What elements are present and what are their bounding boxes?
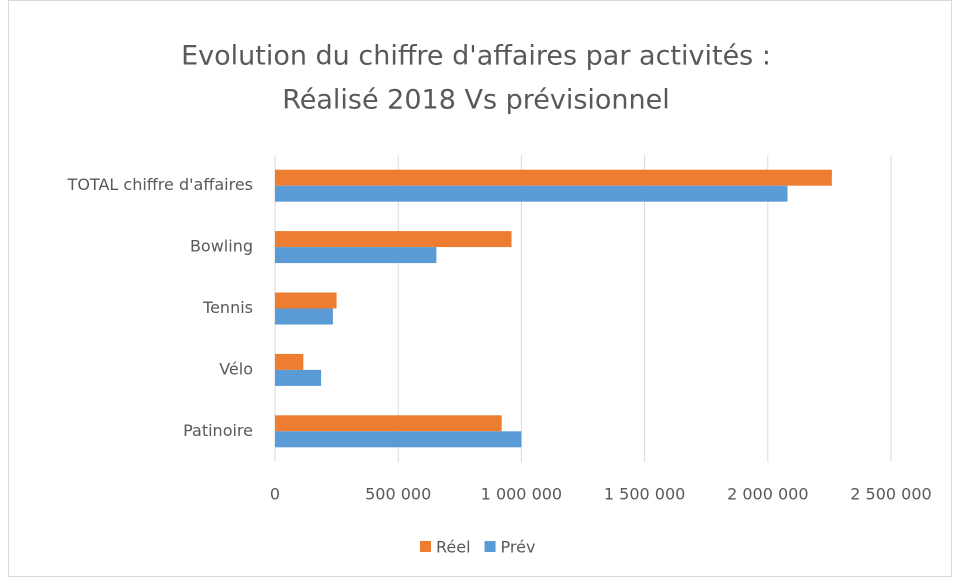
bar [275,415,502,432]
chart-title: Evolution du chiffre d'affaires par acti… [181,41,771,72]
chart-frame [8,0,952,577]
bar [275,369,322,386]
chart-title: Réalisé 2018 Vs prévisionnel [282,85,670,116]
y-tick-label: Tennis [202,298,253,317]
bar [275,431,522,448]
y-tick-label: Bowling [190,237,253,256]
bar [275,169,832,186]
legend-swatch [484,541,496,552]
bar [275,231,512,248]
x-tick-label: 2 000 000 [727,485,808,504]
bar [275,247,437,264]
legend-label: Réel [436,538,471,557]
bar [275,308,333,325]
y-tick-label: Vélo [219,359,253,378]
x-tick-label: 2 500 000 [850,485,931,504]
legend-label: Prév [501,538,536,557]
x-tick-label: 1 500 000 [604,485,685,504]
bar [275,185,788,202]
y-tick-label: Patinoire [183,421,253,440]
y-tick-label: TOTAL chiffre d'affaires [67,175,253,194]
legend-swatch [420,541,431,552]
bar [275,292,337,309]
x-tick-label: 0 [270,485,280,504]
x-tick-label: 500 000 [365,485,431,504]
bar [275,353,304,370]
x-tick-label: 1 000 000 [481,485,562,504]
